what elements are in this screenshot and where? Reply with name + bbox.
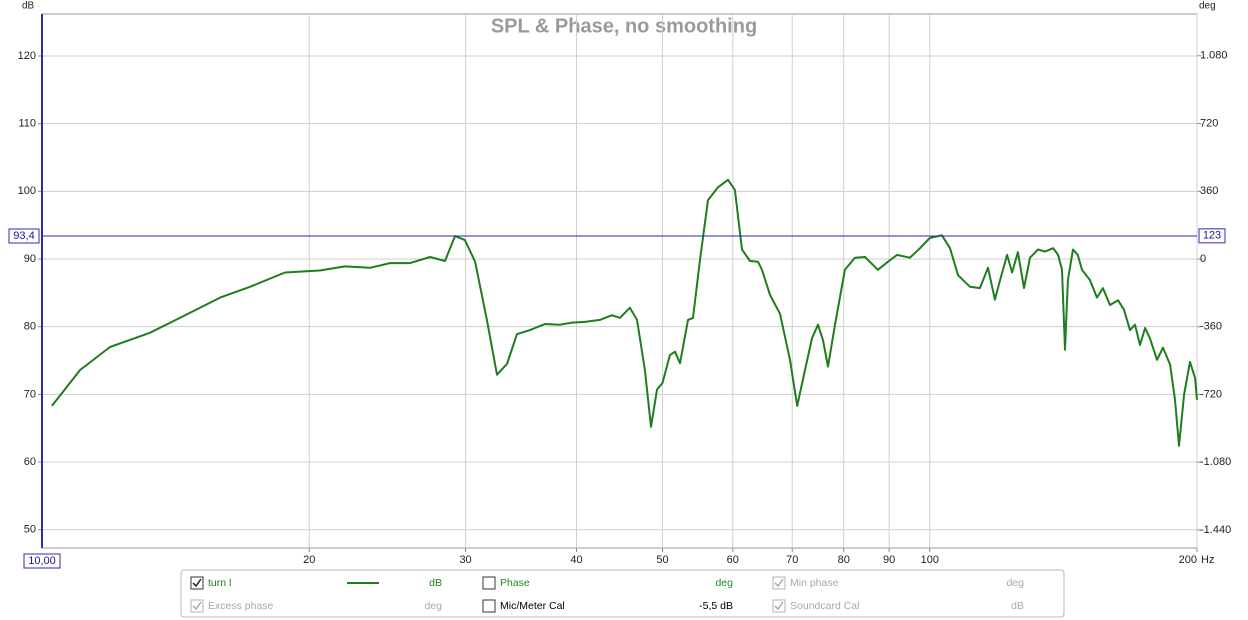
x-unit: Hz bbox=[1201, 554, 1214, 566]
y2-tick-label: -360 bbox=[1200, 321, 1222, 333]
checkmark bbox=[774, 601, 784, 611]
legend-panel bbox=[180, 569, 1065, 618]
checkbox[interactable] bbox=[772, 599, 786, 613]
checkmark bbox=[774, 578, 784, 588]
y2-unit: deg bbox=[1199, 1, 1216, 12]
y-unit: dB bbox=[22, 1, 35, 12]
legend-unit: deg bbox=[424, 600, 442, 612]
y-tick-label: 80 bbox=[24, 321, 36, 333]
y-tick-label: 120 bbox=[18, 50, 36, 62]
legend-label: Mic/Meter Cal bbox=[500, 600, 565, 612]
x-tick-label: 20 bbox=[303, 554, 315, 566]
y2-tick-label: 720 bbox=[1200, 117, 1218, 129]
cursor-y2-label: 123 bbox=[1203, 230, 1221, 242]
cursor-y-box bbox=[8, 228, 40, 244]
x-tick-label: 100 bbox=[921, 554, 939, 566]
legend-label: Min phase bbox=[790, 577, 839, 589]
chart-title: SPL & Phase, no smoothing bbox=[491, 15, 757, 37]
legend-unit: -5,5 dB bbox=[699, 600, 733, 612]
checkbox[interactable] bbox=[772, 576, 786, 590]
x-tick-label: 50 bbox=[656, 554, 668, 566]
checkbox[interactable] bbox=[482, 599, 496, 613]
x-tick-label: 90 bbox=[883, 554, 895, 566]
checkmark bbox=[192, 601, 202, 611]
checkbox[interactable] bbox=[190, 599, 204, 613]
y2-tick-label: 360 bbox=[1200, 185, 1218, 197]
y2-tick-label: 0 bbox=[1200, 253, 1206, 265]
y-tick-label: 100 bbox=[18, 185, 36, 197]
x-tick-label: 60 bbox=[727, 554, 739, 566]
y-tick-label: 70 bbox=[24, 388, 36, 400]
y-tick-label: 50 bbox=[24, 524, 36, 536]
x-tick-label: 30 bbox=[459, 554, 471, 566]
legend-label: turn l bbox=[208, 577, 231, 589]
legend-label: Excess phase bbox=[208, 600, 274, 612]
checkbox[interactable] bbox=[190, 576, 204, 590]
legend-label: Soundcard Cal bbox=[790, 600, 859, 612]
legend-label: Phase bbox=[500, 577, 530, 589]
cursor-x-box bbox=[23, 553, 61, 569]
checkbox[interactable] bbox=[482, 576, 496, 590]
y2-tick-label: 1.080 bbox=[1200, 50, 1228, 62]
x-tick-label: 40 bbox=[570, 554, 582, 566]
plot-frame bbox=[41, 13, 1198, 549]
cursor-x-label: 10,00 bbox=[28, 555, 56, 567]
y2-tick-label: -1.080 bbox=[1200, 456, 1231, 468]
legend-unit: dB bbox=[429, 577, 442, 589]
cursor-y2-box bbox=[1198, 228, 1226, 244]
y2-tick-label: -1.440 bbox=[1200, 524, 1231, 536]
checkmark bbox=[192, 578, 202, 588]
legend-unit: deg bbox=[1006, 577, 1024, 589]
cursor-y-label: 93,4 bbox=[13, 230, 34, 242]
x-tick-label: 200 bbox=[1179, 554, 1197, 566]
y-tick-label: 110 bbox=[18, 118, 36, 130]
x-tick-label: 80 bbox=[838, 554, 850, 566]
y2-tick-label: -720 bbox=[1200, 388, 1222, 400]
series-line bbox=[51, 178, 1198, 447]
y-tick-label: 60 bbox=[24, 456, 36, 468]
y-tick-label: 90 bbox=[24, 253, 36, 265]
legend-unit: deg bbox=[715, 577, 733, 589]
legend-unit: dB bbox=[1011, 600, 1024, 612]
x-tick-label: 70 bbox=[786, 554, 798, 566]
